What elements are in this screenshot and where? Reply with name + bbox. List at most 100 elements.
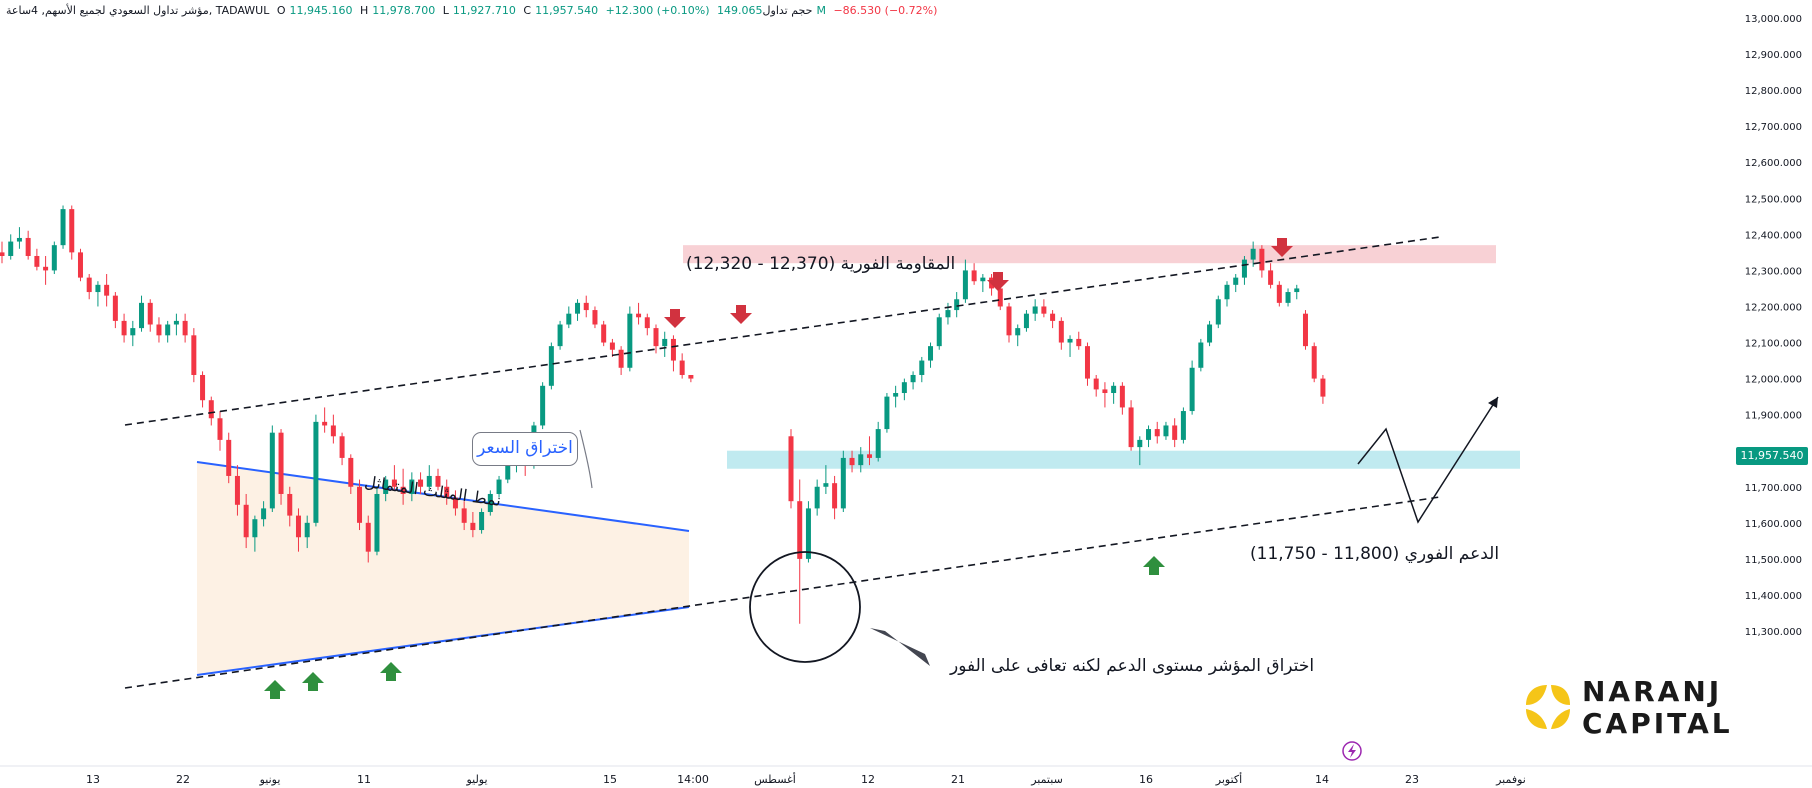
candle[interactable] xyxy=(1215,295,1221,329)
candle[interactable] xyxy=(112,292,118,329)
candle[interactable] xyxy=(1198,338,1204,372)
candle[interactable] xyxy=(43,255,49,285)
candle[interactable] xyxy=(374,486,380,556)
candle[interactable] xyxy=(1076,331,1082,350)
candle[interactable] xyxy=(1172,418,1178,448)
candle[interactable] xyxy=(139,295,145,332)
candle[interactable] xyxy=(278,429,284,505)
candle[interactable] xyxy=(86,274,92,300)
candle[interactable] xyxy=(418,472,424,494)
candle[interactable] xyxy=(644,313,650,336)
candle[interactable] xyxy=(261,501,267,527)
upper-channel-line[interactable] xyxy=(124,236,1441,426)
candle[interactable] xyxy=(182,313,188,343)
candle[interactable] xyxy=(893,385,899,408)
candle[interactable] xyxy=(322,407,328,433)
candle[interactable] xyxy=(832,475,838,520)
candle[interactable] xyxy=(357,479,363,531)
candle[interactable] xyxy=(583,295,589,318)
candle[interactable] xyxy=(1285,288,1291,307)
candle[interactable] xyxy=(365,515,371,563)
candle[interactable] xyxy=(339,432,345,466)
candle[interactable] xyxy=(1224,281,1230,307)
candle[interactable] xyxy=(1058,317,1064,350)
candle[interactable] xyxy=(1084,342,1090,386)
candle[interactable] xyxy=(618,346,624,375)
candle[interactable] xyxy=(51,241,57,275)
candle[interactable] xyxy=(1207,320,1213,347)
candle[interactable] xyxy=(548,342,554,390)
candle[interactable] xyxy=(1111,382,1117,404)
candle[interactable] xyxy=(823,465,829,494)
candle[interactable] xyxy=(1259,245,1265,278)
candle[interactable] xyxy=(234,465,240,516)
candle[interactable] xyxy=(1250,241,1256,267)
candle[interactable] xyxy=(60,205,66,249)
candle[interactable] xyxy=(147,299,153,332)
candle[interactable] xyxy=(295,508,301,552)
candle[interactable] xyxy=(945,302,951,325)
candle[interactable] xyxy=(173,313,179,336)
candle[interactable] xyxy=(304,515,310,549)
candle[interactable] xyxy=(0,241,5,264)
candle[interactable] xyxy=(426,465,432,491)
candle[interactable] xyxy=(884,393,890,433)
candle[interactable] xyxy=(496,475,502,498)
candle[interactable] xyxy=(575,299,581,321)
candle[interactable] xyxy=(487,490,493,516)
candle[interactable] xyxy=(156,317,162,343)
candle[interactable] xyxy=(165,320,171,343)
candle[interactable] xyxy=(1233,274,1239,293)
candle[interactable] xyxy=(348,454,354,494)
candle[interactable] xyxy=(1119,382,1125,415)
candle[interactable] xyxy=(1276,281,1282,307)
candle[interactable] xyxy=(1320,374,1326,404)
candle[interactable] xyxy=(1163,421,1169,440)
candle[interactable] xyxy=(479,508,485,534)
lightning-icon[interactable] xyxy=(1342,741,1362,761)
candle[interactable] xyxy=(592,306,598,329)
candle[interactable] xyxy=(962,259,968,303)
candle[interactable] xyxy=(391,465,397,491)
candle[interactable] xyxy=(8,234,14,260)
candle[interactable] xyxy=(191,328,197,383)
candle[interactable] xyxy=(653,324,659,354)
candle[interactable] xyxy=(997,284,1003,311)
candle[interactable] xyxy=(95,281,101,307)
candle[interactable] xyxy=(200,371,206,408)
candle[interactable] xyxy=(670,335,676,372)
candle[interactable] xyxy=(805,501,811,563)
candle[interactable] xyxy=(470,512,476,538)
candle[interactable] xyxy=(1241,255,1247,285)
candle[interactable] xyxy=(1154,421,1160,444)
candle[interactable] xyxy=(1294,284,1300,300)
candle[interactable] xyxy=(226,432,232,484)
projection-path[interactable] xyxy=(1357,396,1499,524)
candle[interactable] xyxy=(980,274,986,293)
candle[interactable] xyxy=(928,342,934,368)
candle[interactable] xyxy=(636,302,642,325)
candle[interactable] xyxy=(104,274,110,307)
candle[interactable] xyxy=(1180,407,1186,444)
candle[interactable] xyxy=(313,414,319,527)
candle[interactable] xyxy=(875,421,881,462)
candle[interactable] xyxy=(1137,436,1143,466)
candle[interactable] xyxy=(34,248,40,271)
support-zone[interactable] xyxy=(727,450,1520,469)
candle[interactable] xyxy=(217,411,223,451)
candle[interactable] xyxy=(208,396,214,426)
candle[interactable] xyxy=(69,205,75,260)
candle[interactable] xyxy=(936,313,942,350)
candle[interactable] xyxy=(1023,310,1029,332)
candle[interactable] xyxy=(1146,425,1152,448)
candle[interactable] xyxy=(1050,310,1056,329)
breach-circle[interactable] xyxy=(749,551,861,663)
candle[interactable] xyxy=(16,227,22,249)
candle[interactable] xyxy=(566,306,572,329)
candle[interactable] xyxy=(901,378,907,401)
candle[interactable] xyxy=(1302,310,1308,350)
candle[interactable] xyxy=(688,374,694,383)
candle[interactable] xyxy=(866,436,872,466)
candle[interactable] xyxy=(557,320,563,350)
